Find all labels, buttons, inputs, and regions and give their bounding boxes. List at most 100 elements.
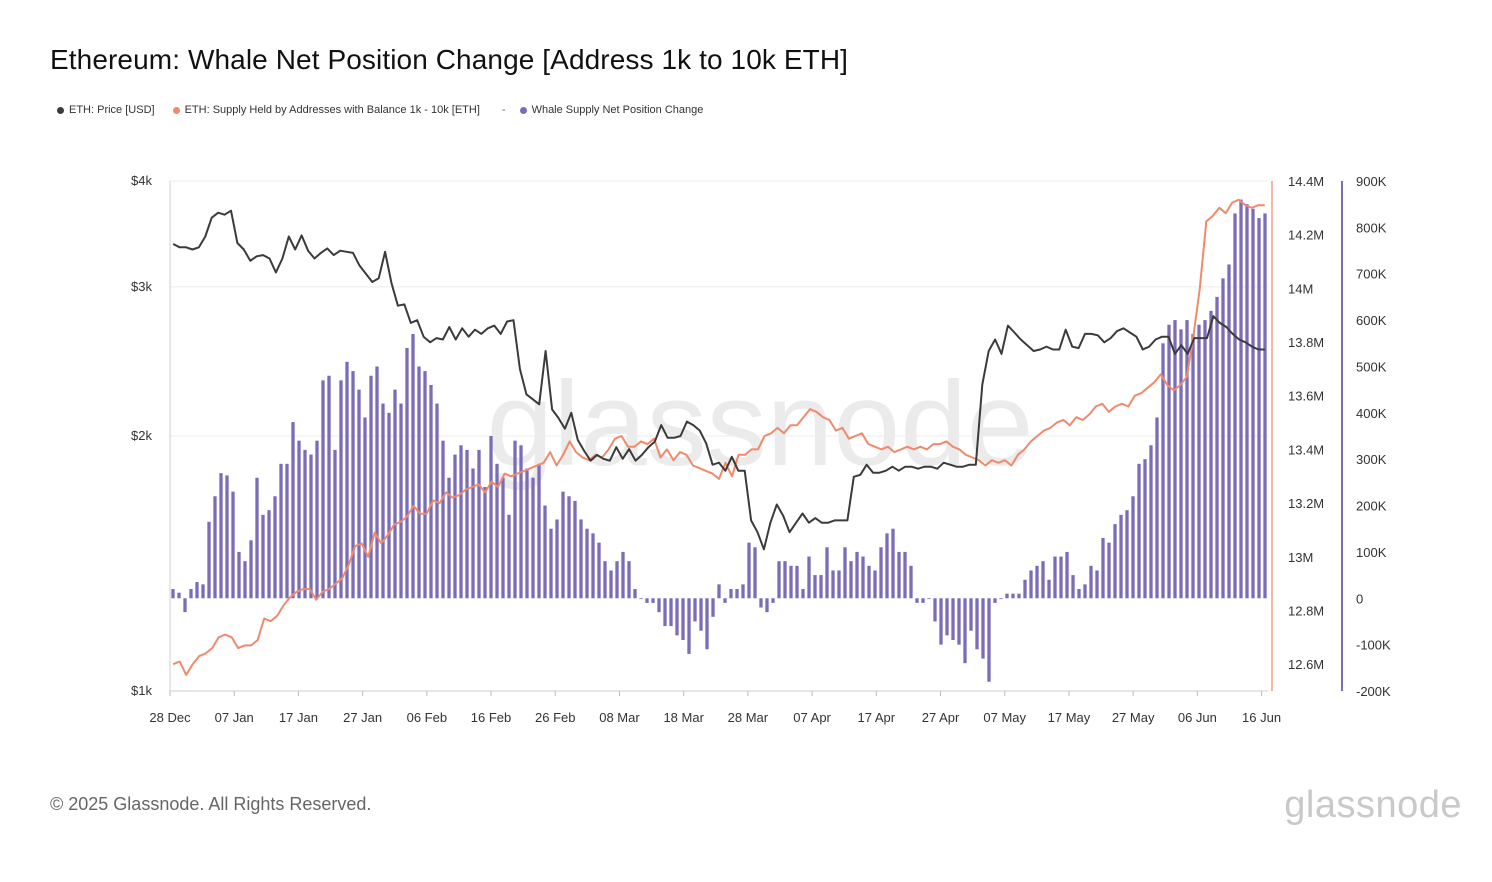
brand-logo: glassnode: [1284, 784, 1462, 826]
net-position-bar: [477, 449, 481, 599]
net-position-bar: [759, 598, 763, 608]
net-position-bar: [729, 589, 733, 599]
net-position-bar: [681, 598, 685, 640]
x-tick-label: 18 Mar: [663, 710, 704, 725]
net-position-bar: [927, 598, 931, 600]
net-position-bar: [189, 589, 193, 599]
net-position-bar: [219, 473, 223, 599]
y-net-tick-label: 100K: [1356, 545, 1387, 560]
y-supply-tick-label: 13.8M: [1288, 335, 1324, 350]
net-position-bar: [579, 519, 583, 599]
net-position-bar: [789, 565, 793, 599]
net-position-bar: [489, 436, 493, 599]
net-position-bar: [1191, 334, 1195, 599]
legend-supply-label: ETH: Supply Held by Addresses with Balan…: [184, 104, 480, 116]
net-position-bar: [585, 528, 589, 599]
legend-supply-marker-icon: [172, 106, 180, 114]
net-position-bar: [807, 556, 811, 599]
net-position-bar: [1023, 579, 1027, 599]
x-tick-label: 17 Jan: [279, 710, 318, 725]
net-position-bar: [993, 598, 997, 603]
net-position-bar: [717, 584, 721, 599]
net-position-bar: [495, 463, 499, 599]
net-position-bar: [255, 477, 259, 599]
net-position-bar: [699, 598, 703, 631]
y-net-tick-label: -100K: [1356, 638, 1391, 653]
grid-lines: [170, 180, 1268, 692]
net-position-bar: [765, 598, 769, 613]
net-position-bar: [213, 496, 217, 599]
net-position-bar: [825, 547, 829, 599]
net-position-bar: [969, 598, 973, 631]
net-position-bar: [1059, 556, 1063, 599]
net-position-bar: [249, 540, 253, 599]
net-position-bar: [1041, 561, 1045, 599]
net-position-bar: [897, 551, 901, 599]
x-tick-label: 28 Dec: [149, 710, 191, 725]
net-position-bar: [417, 366, 421, 599]
legend-item-net[interactable]: Whale Supply Net Position Change: [519, 104, 703, 116]
net-position-bar: [1011, 593, 1015, 599]
y-net-tick-label: 600K: [1356, 313, 1387, 328]
net-position-bar: [603, 561, 607, 599]
net-position-bar: [507, 514, 511, 599]
y-supply-tick-label: 14.4M: [1288, 174, 1324, 189]
x-tick-label: 27 May: [1112, 710, 1155, 725]
net-position-bar: [1053, 556, 1057, 599]
y-net-tick-label: 500K: [1356, 359, 1387, 374]
net-position-bar: [735, 589, 739, 599]
net-position-bar: [879, 547, 883, 599]
net-position-bar: [411, 334, 415, 599]
net-position-bar: [633, 589, 637, 599]
net-position-bar: [1203, 320, 1207, 599]
net-position-bar: [777, 561, 781, 599]
net-position-bar: [903, 551, 907, 599]
net-position-bar: [267, 510, 271, 599]
y-net-tick-label: 700K: [1356, 267, 1387, 282]
net-position-bar: [555, 519, 559, 599]
net-position-bar: [921, 598, 925, 603]
net-position-bar: [1173, 320, 1177, 599]
net-position-bar: [723, 598, 727, 603]
y-supply-tick-label: 12.6M: [1288, 657, 1324, 672]
net-position-bar: [615, 561, 619, 599]
legend-item-supply[interactable]: ETH: Supply Held by Addresses with Balan…: [172, 104, 480, 116]
net-position-bar: [909, 565, 913, 599]
net-position-bar: [1221, 278, 1225, 599]
net-position-bar: [1179, 329, 1183, 599]
net-position-bar: [537, 463, 541, 599]
y-net-tick-label: 200K: [1356, 499, 1387, 514]
y-supply-tick-label: 13M: [1288, 550, 1313, 565]
legend-price-marker-icon: [57, 106, 64, 114]
net-position-bar: [987, 598, 991, 682]
net-position-bar: [963, 598, 967, 664]
y-supply-tick-label: 14M: [1288, 281, 1313, 296]
net-position-bar: [1083, 584, 1087, 599]
y-net-tick-label: 0: [1356, 591, 1363, 606]
net-position-bar: [1065, 551, 1069, 599]
net-position-bar: [543, 505, 547, 599]
net-position-bar: [711, 598, 715, 617]
net-position-bar: [771, 598, 775, 603]
y-supply-tick-label: 13.6M: [1288, 389, 1324, 404]
net-position-bars: [171, 199, 1267, 682]
net-position-bar: [705, 598, 709, 650]
net-position-bar: [1167, 324, 1171, 599]
net-position-bar: [1089, 565, 1093, 599]
net-position-bar: [873, 570, 877, 599]
net-position-bar: [693, 598, 697, 622]
net-position-bar: [885, 533, 889, 599]
net-position-bar: [357, 389, 361, 599]
net-position-bar: [549, 528, 553, 599]
net-position-bar: [261, 514, 265, 599]
y-left-tick-label: $3k: [131, 279, 152, 294]
net-position-bar: [843, 547, 847, 599]
net-position-bar: [453, 454, 457, 599]
net-position-bar: [591, 533, 595, 599]
net-position-bar: [177, 592, 181, 599]
legend: ETH: Price [USD] ETH: Supply Held by Add…: [57, 104, 721, 116]
net-position-bar: [399, 403, 403, 599]
legend-item-price[interactable]: ETH: Price [USD]: [57, 104, 155, 116]
net-position-bar: [429, 385, 433, 599]
net-position-bar: [405, 347, 409, 599]
